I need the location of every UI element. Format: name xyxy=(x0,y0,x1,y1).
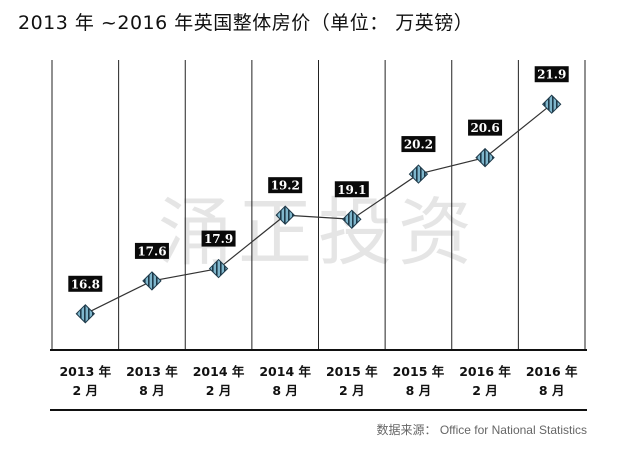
x-tick-label-year: 2013 年 xyxy=(59,364,111,379)
data-point-marker xyxy=(342,209,362,229)
data-label-box xyxy=(134,242,169,259)
x-tick-label-month: 2 月 xyxy=(73,383,99,398)
x-tick-label-month: 2 月 xyxy=(206,383,232,398)
data-label: 17.6 xyxy=(137,244,166,258)
data-label: 21.9 xyxy=(537,68,566,82)
data-point-marker xyxy=(142,271,162,291)
data-label-box xyxy=(68,275,103,292)
chart-title: 2013 年 ~2016 年英国整体房价（单位： 万英镑） xyxy=(18,12,474,34)
x-tick-label-year: 2016 年 xyxy=(459,364,511,379)
x-tick-label-month: 2 月 xyxy=(472,383,498,398)
data-point-marker xyxy=(408,164,429,184)
x-tick-label-month: 8 月 xyxy=(272,383,298,398)
data-label: 20.6 xyxy=(470,121,499,135)
data-label: 20.2 xyxy=(404,138,433,152)
data-label: 17.9 xyxy=(204,232,233,246)
data-point-marker xyxy=(275,205,295,225)
data-point-marker xyxy=(75,304,96,324)
data-label: 19.2 xyxy=(271,179,300,193)
data-label-box xyxy=(468,119,503,136)
x-tick-label-year: 2013 年 xyxy=(126,364,178,379)
x-tick-label-month: 2 月 xyxy=(339,383,365,398)
data-point-marker xyxy=(208,258,229,279)
data-point-marker xyxy=(541,94,562,114)
x-tick-label-month: 8 月 xyxy=(406,383,432,398)
data-point-marker xyxy=(475,147,495,168)
x-tick-label-year: 2015 年 xyxy=(393,364,445,379)
data-label-box xyxy=(268,177,303,194)
data-label-box xyxy=(334,181,369,198)
x-tick-label-month: 8 月 xyxy=(139,383,165,398)
data-label: 16.8 xyxy=(71,277,100,291)
source-note: 数据来源： Office for National Statistics xyxy=(376,422,587,437)
data-label-box xyxy=(201,230,236,247)
data-label-box xyxy=(534,66,569,83)
x-tick-label-year: 2014 年 xyxy=(193,364,245,379)
series-line xyxy=(85,103,553,315)
x-tick-label-year: 2016 年 xyxy=(526,364,578,379)
x-tick-label-month: 8 月 xyxy=(539,383,565,398)
x-tick-label-year: 2015 年 xyxy=(326,364,378,379)
data-label: 19.1 xyxy=(337,183,366,197)
data-label-box xyxy=(401,136,436,153)
x-tick-label-year: 2014 年 xyxy=(259,364,311,379)
